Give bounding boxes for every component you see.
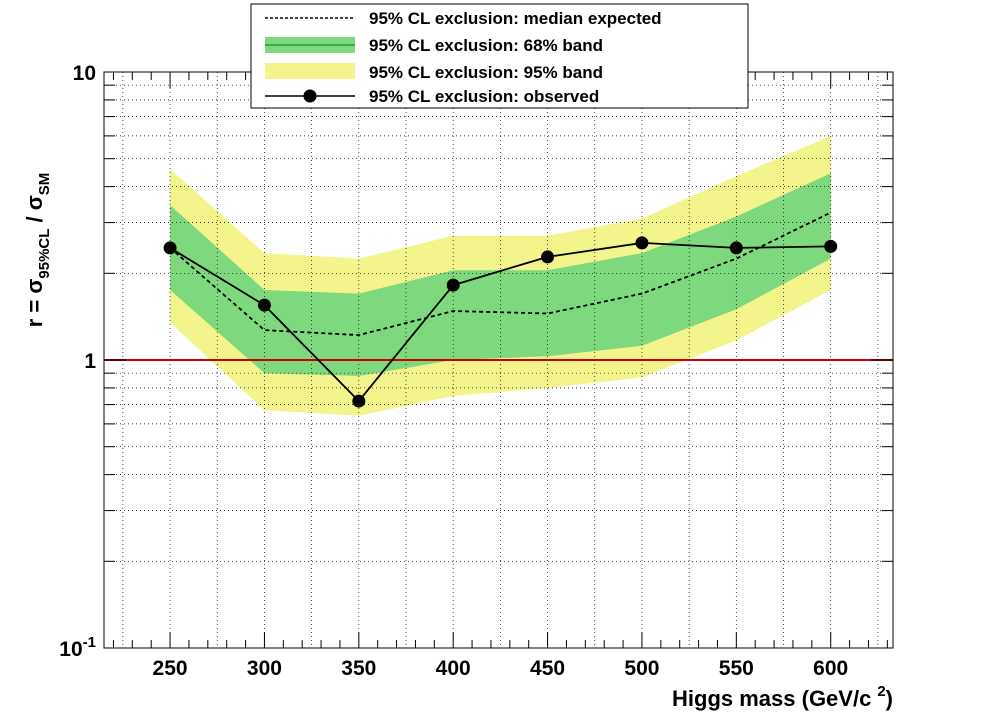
x-axis-ticks: 250 300 350 400 450 500 550 600 <box>112 72 888 680</box>
legend-swatch-95 <box>265 63 355 79</box>
x-tick-label: 600 <box>813 657 848 680</box>
observed-point <box>824 239 838 253</box>
legend-label-observed: 95% CL exclusion: observed <box>369 87 599 106</box>
observed-point <box>257 298 271 312</box>
lines-layer <box>104 211 893 408</box>
x-tick-label: 250 <box>153 657 188 680</box>
observed-point <box>163 241 177 255</box>
x-axis-title: Higgs mass (GeV/c 2) <box>672 683 893 711</box>
observed-point <box>541 250 555 264</box>
legend-label-median: 95% CL exclusion: median expected <box>369 9 662 28</box>
x-tick-label: 300 <box>247 657 282 680</box>
legend-label-68: 95% CL exclusion: 68% band <box>369 36 603 55</box>
x-tick-label: 500 <box>624 657 659 680</box>
y-tick-label: 10-1 <box>59 634 96 661</box>
band-68 <box>170 173 831 376</box>
bands-layer <box>170 135 831 416</box>
x-tick-label: 450 <box>530 657 565 680</box>
x-tick-label: 550 <box>719 657 754 680</box>
observed-point <box>635 236 649 250</box>
series-observed <box>169 241 831 403</box>
series-median-expected <box>169 211 832 337</box>
y-tick-label: 10 <box>73 62 96 85</box>
legend: 95% CL exclusion: median expected 95% CL… <box>250 3 749 109</box>
observed-point <box>729 241 743 255</box>
legend-label-95: 95% CL exclusion: 95% band <box>369 63 603 82</box>
y-axis-ticks: 10-1 1 10 <box>59 62 893 661</box>
legend-box <box>250 3 749 109</box>
y-axis-title: r = σ95%CL / σSM <box>22 173 53 328</box>
y-tick-label: 1 <box>84 350 96 373</box>
legend-swatch-observed-marker <box>303 89 317 103</box>
observed-point <box>352 394 366 408</box>
x-tick-label: 400 <box>436 657 471 680</box>
observed-point <box>446 278 460 292</box>
x-tick-label: 350 <box>341 657 376 680</box>
